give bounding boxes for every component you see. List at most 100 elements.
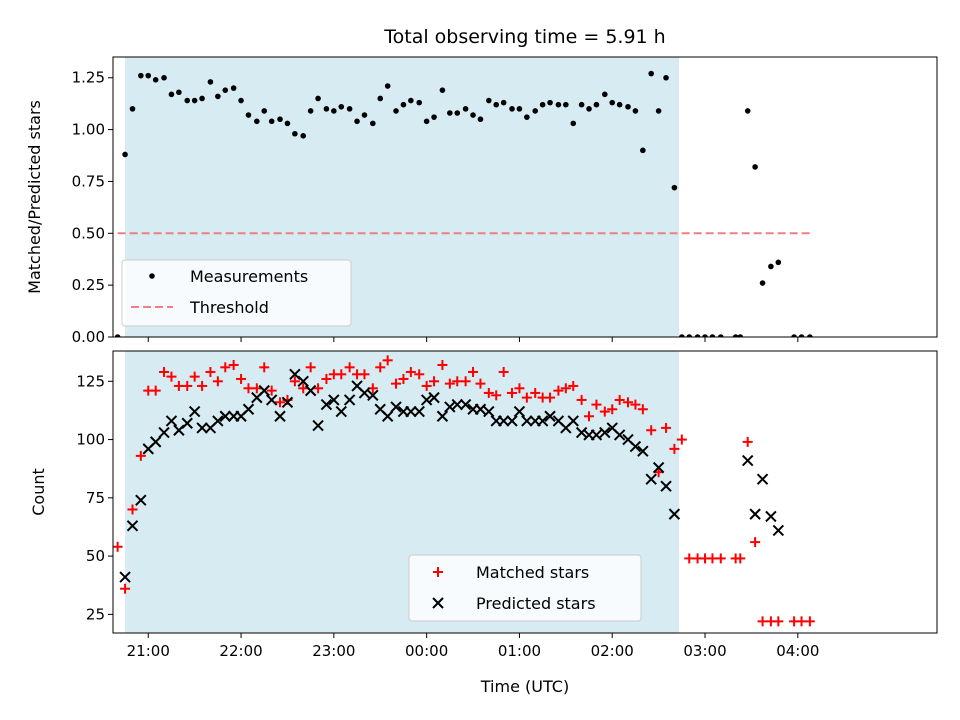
predicted-star-point — [358, 387, 371, 399]
predicted-star-point — [405, 405, 417, 418]
matched-star-point — [804, 616, 815, 627]
matched-star-point — [266, 385, 277, 396]
predicted-star-point-b — [552, 415, 565, 427]
predicted-star-point-b — [312, 419, 324, 432]
measurement-point — [470, 112, 476, 118]
predicted-star-point-b — [629, 440, 642, 453]
measurement-point — [640, 147, 646, 154]
measurement-point — [524, 114, 530, 120]
measurement-point — [168, 91, 175, 98]
matched-star-point — [236, 373, 247, 384]
matched-star-point — [429, 376, 440, 387]
predicted-star-point — [165, 415, 178, 427]
measurement-point — [230, 85, 237, 91]
measurement-point — [408, 97, 414, 104]
predicted-star-point — [320, 398, 333, 411]
predicted-star-point-b — [749, 508, 761, 520]
measurement-point — [702, 334, 708, 337]
measurement-point — [555, 101, 562, 108]
top-y-tick-label: 1.00 — [72, 121, 105, 139]
predicted-star-point-b — [756, 473, 769, 485]
predicted-star-point — [506, 415, 518, 427]
measurement-point — [500, 99, 507, 106]
measurement-point — [509, 106, 515, 112]
bottom-x-tick-label: 04:00 — [776, 642, 819, 660]
chart-title: Total observing time = 5.91 h — [383, 26, 665, 48]
measurement-point — [447, 110, 453, 116]
bottom-x-tick-label: 22:00 — [219, 642, 262, 660]
predicted-star-point-b — [181, 417, 193, 429]
matched-star-point — [661, 422, 672, 433]
predicted-star-point-b — [645, 473, 657, 485]
bottom-y-axis-label: Count — [29, 468, 48, 516]
legend-measurements-label: Measurements — [190, 267, 308, 286]
predicted-star-point — [521, 415, 533, 427]
predicted-star-point-b — [381, 410, 394, 422]
matched-star-point — [391, 378, 402, 389]
measurement-point — [709, 334, 716, 337]
measurement-point — [161, 74, 167, 81]
matched-star-point — [127, 504, 138, 515]
top-x-ticks — [147, 337, 799, 342]
top-y-tick-label: 0.50 — [72, 224, 105, 242]
matched-star-point — [243, 383, 254, 394]
matched-star-point — [405, 366, 416, 377]
matched-star-point — [437, 359, 448, 370]
matched-star-point — [135, 450, 146, 461]
matched-star-point — [669, 443, 680, 454]
measurement-point — [307, 108, 314, 114]
predicted-star-point — [297, 375, 309, 388]
measurement-point — [717, 334, 724, 337]
measurement-point — [532, 108, 539, 114]
measurement-point — [671, 184, 678, 191]
top-y-axis-label: Matched/Predicted stars — [25, 100, 44, 294]
predicted-star-point — [281, 396, 294, 408]
matched-star-point — [521, 392, 532, 403]
predicted-star-point-b — [613, 429, 626, 441]
measurement-point — [138, 72, 144, 79]
measurement-point — [370, 120, 376, 127]
predicted-star-point-b — [741, 454, 754, 467]
predicted-star-point — [312, 419, 324, 432]
top-legend: Measurements Threshold — [121, 259, 352, 327]
matched-star-point — [684, 553, 695, 564]
predicted-star-point-b — [258, 384, 270, 397]
predicted-star-point-b — [599, 426, 611, 439]
predicted-star-point-b — [242, 403, 255, 415]
predicted-star-point — [149, 436, 162, 448]
legend-threshold-label: Threshold — [189, 298, 269, 317]
predicted-star-point — [367, 389, 379, 401]
matched-star-point — [414, 369, 425, 380]
measurement-point — [338, 103, 345, 110]
predicted-star-point — [126, 520, 139, 532]
legend-matched-marker — [433, 567, 443, 577]
bottom-axes-frame — [112, 350, 938, 634]
matched-star-point — [576, 394, 587, 405]
measurement-point — [578, 101, 585, 108]
predicted-star-point-b — [135, 494, 147, 506]
predicted-star-point-b — [196, 422, 208, 434]
predicted-star-point-b — [567, 415, 579, 427]
matched-star-point — [259, 362, 270, 373]
predicted-star-point — [544, 410, 556, 422]
measurement-point — [215, 93, 221, 100]
predicted-star-point-b — [483, 405, 495, 418]
predicted-star-point — [258, 384, 270, 397]
bottom-y-tick-label: 50 — [86, 547, 105, 565]
predicted-star-point — [390, 401, 402, 413]
predicted-star-point-b — [772, 524, 785, 537]
matched-star-point — [715, 553, 726, 564]
predicted-star-point-b — [351, 380, 363, 392]
matched-star-point — [336, 369, 347, 380]
matched-star-point — [251, 383, 262, 394]
matched-star-point — [159, 366, 170, 377]
predicted-star-point — [629, 440, 642, 453]
bottom-x-tick-label: 00:00 — [405, 642, 448, 660]
measurement-point — [807, 334, 813, 337]
matched-star-point — [275, 397, 286, 408]
matched-star-point — [553, 385, 564, 396]
matched-star-point — [630, 399, 641, 410]
matched-star-point — [182, 380, 193, 391]
predicted-star-point-b — [165, 415, 178, 427]
measurement-point — [547, 99, 553, 106]
